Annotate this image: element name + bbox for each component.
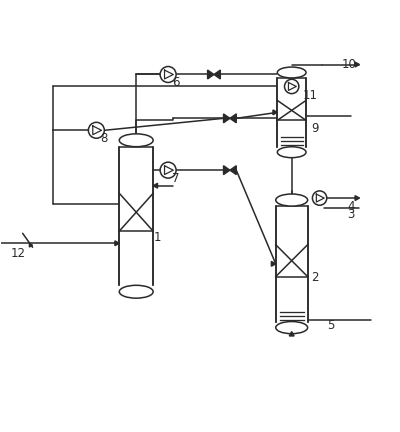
Text: 8: 8 [100,132,108,145]
Polygon shape [224,114,230,123]
Polygon shape [153,183,158,188]
Polygon shape [208,70,214,79]
Text: 10: 10 [342,58,356,71]
Polygon shape [214,70,220,79]
Ellipse shape [276,321,308,334]
Polygon shape [224,166,230,175]
Ellipse shape [277,147,306,158]
Text: 4: 4 [348,200,355,213]
Ellipse shape [119,134,153,147]
Polygon shape [355,62,360,67]
Polygon shape [115,241,119,246]
Circle shape [284,79,299,94]
Polygon shape [271,261,276,266]
Circle shape [88,122,104,138]
Circle shape [160,162,176,178]
Bar [276,200,308,327]
Text: 6: 6 [172,76,180,89]
Text: 3: 3 [348,207,355,220]
Polygon shape [289,332,294,336]
Text: 9: 9 [311,122,318,135]
Polygon shape [273,110,277,115]
Circle shape [160,67,176,83]
Polygon shape [355,196,360,200]
Circle shape [312,191,327,205]
Polygon shape [29,244,32,247]
Ellipse shape [276,194,308,206]
Text: 1: 1 [154,232,162,245]
Polygon shape [230,166,236,175]
Text: 12: 12 [11,248,26,260]
Bar [277,73,306,152]
Polygon shape [230,114,236,123]
Text: 2: 2 [311,271,318,284]
Bar [119,140,153,292]
Text: 11: 11 [303,89,318,102]
Text: 5: 5 [328,319,335,332]
Text: 7: 7 [172,172,180,184]
Ellipse shape [277,67,306,78]
Ellipse shape [119,285,153,298]
